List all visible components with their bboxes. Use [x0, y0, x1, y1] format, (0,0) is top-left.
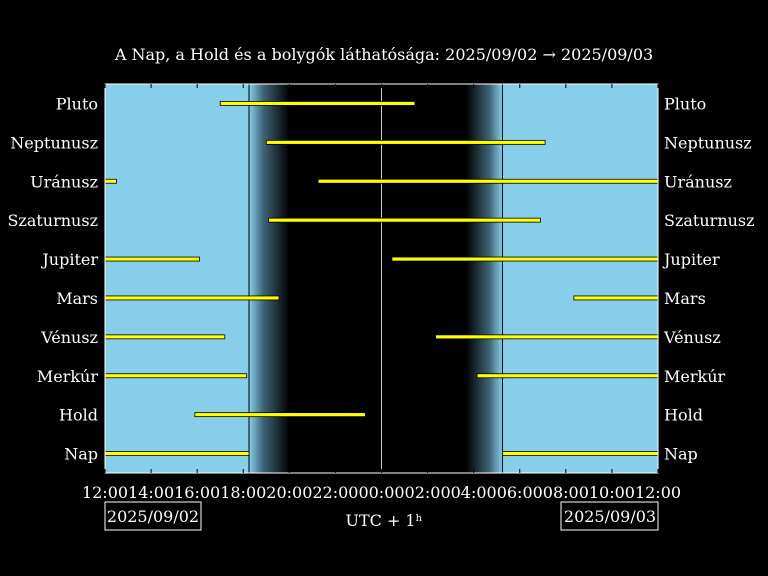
x-tick-label: 20:00 — [266, 483, 312, 502]
row-label-left: Merkúr — [37, 367, 99, 386]
x-tick-label: 10:00 — [589, 483, 635, 502]
x-tick-label: 04:00 — [451, 483, 497, 502]
plot-frame — [104, 83, 659, 474]
bar-uránusz-2 — [317, 178, 659, 184]
bar-pluto-1 — [219, 101, 416, 106]
row-label-left: Jupiter — [40, 250, 98, 269]
bar-szaturnusz-1 — [268, 217, 541, 223]
row-label-left: Pluto — [56, 94, 98, 113]
x-tick-label: 08:00 — [543, 483, 589, 502]
bar-uránusz-1 — [104, 178, 117, 184]
bar-merkúr-1 — [104, 373, 248, 379]
row-label-left: Uránusz — [30, 172, 98, 191]
dawn-gradient — [465, 84, 503, 473]
row-label-right: Neptunusz — [664, 133, 752, 152]
bar-mars-1 — [104, 295, 280, 301]
night-region — [289, 84, 466, 473]
bar-nap-1 — [104, 451, 250, 456]
row-label-right: Vénusz — [663, 328, 721, 347]
x-tick-label: 14:00 — [128, 483, 174, 502]
bar-merkúr-2 — [476, 373, 659, 379]
row-label-right: Nap — [664, 445, 698, 464]
bar-nap-2 — [502, 451, 659, 456]
x-tick-label: 12:00 — [82, 483, 128, 502]
chart-title: A Nap, a Hold és a bolygók láthatósága: … — [114, 45, 653, 64]
day-region-left — [105, 84, 250, 473]
row-label-left: Hold — [59, 406, 98, 425]
row-label-right: Uránusz — [664, 172, 732, 191]
bar-hold-1 — [194, 412, 366, 418]
row-label-left: Nap — [64, 445, 98, 464]
row-labels-right: Pluto Neptunusz Uránusz Szaturnusz Jupiter Ma… — [662, 94, 755, 463]
row-label-right: Hold — [664, 406, 703, 425]
row-label-right: Mars — [664, 289, 706, 308]
day-night-background — [105, 84, 658, 473]
row-label-left: Mars — [56, 289, 98, 308]
dusk-gradient — [249, 84, 290, 473]
day-region-right — [502, 84, 658, 473]
row-label-left: Szaturnusz — [7, 211, 98, 230]
end-date-label: 2025/09/03 — [564, 507, 656, 526]
x-tick-label: 12:00 — [635, 483, 681, 502]
x-tick-label: 06:00 — [497, 483, 543, 502]
bar-jupiter-1 — [104, 256, 200, 262]
start-date-label: 2025/09/02 — [107, 507, 199, 526]
x-tick-labels: 12:00 14:00 16:00 18:00 20:00 22:00 00:00 02:00… — [82, 483, 681, 502]
row-label-right: Pluto — [664, 94, 706, 113]
row-label-left: Vénusz — [40, 328, 98, 347]
row-labels-left: Pluto Neptunusz Uránusz Szaturnusz Jupiter Ma… — [7, 94, 98, 463]
x-tick-label: 16:00 — [174, 483, 220, 502]
start-date-box — [104, 501, 202, 531]
row-label-right: Merkúr — [664, 367, 726, 386]
end-date-box — [560, 501, 659, 531]
x-tick-label: 02:00 — [405, 483, 451, 502]
row-label-right: Jupiter — [662, 250, 720, 269]
row-label-left: Neptunusz — [10, 133, 98, 152]
bar-vénusz-1 — [104, 334, 226, 340]
x-axis-label: UTC + 1ʰ — [345, 511, 422, 530]
bar-mars-2 — [573, 295, 659, 301]
bar-neptunusz-1 — [265, 139, 546, 145]
x-tick-label: 00:00 — [358, 483, 404, 502]
row-label-right: Szaturnusz — [664, 211, 755, 230]
bar-vénusz-2 — [435, 334, 659, 340]
x-tick-label: 18:00 — [220, 483, 266, 502]
bar-jupiter-2 — [391, 256, 659, 262]
x-tick-label: 22:00 — [312, 483, 358, 502]
